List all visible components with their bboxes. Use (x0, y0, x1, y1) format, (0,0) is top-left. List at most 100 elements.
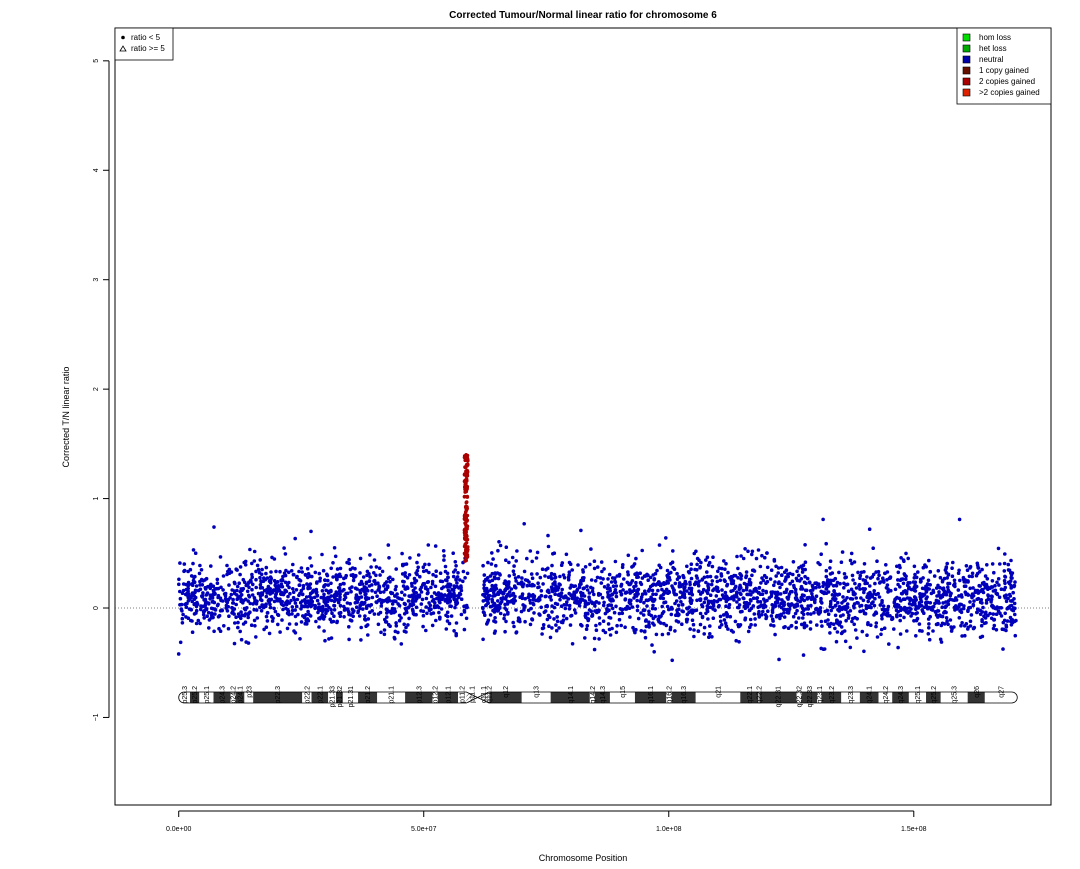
data-point (835, 593, 840, 597)
data-point (585, 602, 589, 606)
data-point (670, 560, 675, 564)
data-point (750, 552, 754, 557)
data-point (833, 603, 838, 608)
data-point (761, 609, 765, 614)
data-point (832, 589, 836, 594)
data-point (180, 591, 185, 595)
data-point (515, 549, 519, 553)
data-point (362, 589, 366, 593)
data-point (416, 553, 421, 557)
data-point (993, 583, 997, 588)
data-point (181, 612, 185, 617)
data-point (608, 598, 612, 602)
data-point (952, 625, 956, 629)
data-point (675, 608, 679, 613)
data-point (291, 587, 295, 591)
data-point (723, 590, 728, 595)
band-label: p21.33 (330, 686, 337, 708)
data-point (252, 596, 257, 600)
data-point (824, 587, 829, 591)
data-point (928, 601, 933, 605)
data-point (651, 603, 655, 608)
neutral-segment-2 (480, 517, 1018, 663)
y-tick-label: 4 (93, 168, 100, 172)
data-points (176, 453, 1018, 663)
data-point (795, 608, 799, 613)
data-point (761, 588, 765, 593)
data-point (715, 579, 720, 584)
data-point (652, 577, 657, 581)
data-point (272, 557, 277, 561)
data-point (254, 602, 259, 606)
data-point (706, 586, 711, 590)
status-legend-label: hom loss (979, 33, 1011, 42)
data-point (896, 570, 901, 575)
data-point (463, 517, 467, 522)
data-point (350, 607, 355, 612)
chart-title: Corrected Tumour/Normal linear ratio for… (449, 10, 717, 21)
data-point (186, 616, 191, 620)
data-point (494, 563, 498, 568)
data-point (293, 614, 298, 619)
data-point (774, 614, 779, 619)
data-point (293, 601, 298, 605)
band-label: q14.2 (590, 686, 597, 704)
data-point (686, 570, 691, 574)
data-point (433, 601, 437, 605)
data-point (380, 569, 385, 574)
data-point (626, 553, 631, 558)
data-point (289, 569, 294, 573)
data-point (286, 570, 291, 575)
data-point (536, 597, 541, 601)
data-point (265, 619, 270, 623)
data-point (308, 614, 313, 618)
data-point (886, 590, 890, 594)
data-point (610, 576, 615, 580)
data-point (550, 576, 554, 581)
data-point (497, 540, 501, 544)
data-point (950, 598, 955, 602)
data-point (512, 564, 516, 568)
data-point (617, 617, 622, 622)
data-point (934, 586, 939, 590)
data-point (620, 611, 625, 616)
data-point (993, 588, 998, 593)
data-point (462, 544, 467, 549)
band-p24-1 (235, 692, 245, 703)
data-point (239, 593, 244, 597)
data-point (309, 564, 314, 568)
data-point (832, 594, 837, 598)
data-point (207, 626, 211, 630)
data-point (875, 559, 879, 563)
data-point (841, 595, 845, 599)
data-point (370, 595, 375, 600)
left-cap (178, 692, 185, 703)
data-point (266, 584, 271, 589)
data-point (865, 633, 869, 637)
data-point (945, 561, 949, 566)
band-label: q22.2 (756, 686, 763, 704)
data-point (557, 626, 561, 630)
plot-frame (114, 27, 1052, 806)
data-point (581, 591, 585, 596)
data-point (523, 596, 527, 601)
data-point (249, 623, 254, 627)
data-point (826, 584, 830, 588)
band-label: q22.32 (797, 686, 804, 708)
data-point (512, 624, 516, 629)
data-point (901, 589, 906, 594)
data-point (292, 629, 296, 633)
data-point (757, 585, 762, 590)
data-point (536, 585, 540, 590)
data-point (630, 579, 635, 583)
data-point (881, 576, 885, 580)
data-point (213, 612, 217, 616)
data-point (445, 585, 450, 589)
data-point (727, 602, 732, 607)
data-point (769, 614, 774, 618)
data-point (192, 597, 197, 602)
data-point (750, 573, 754, 578)
data-point (504, 597, 508, 601)
data-point (621, 588, 625, 592)
data-point (662, 621, 666, 626)
